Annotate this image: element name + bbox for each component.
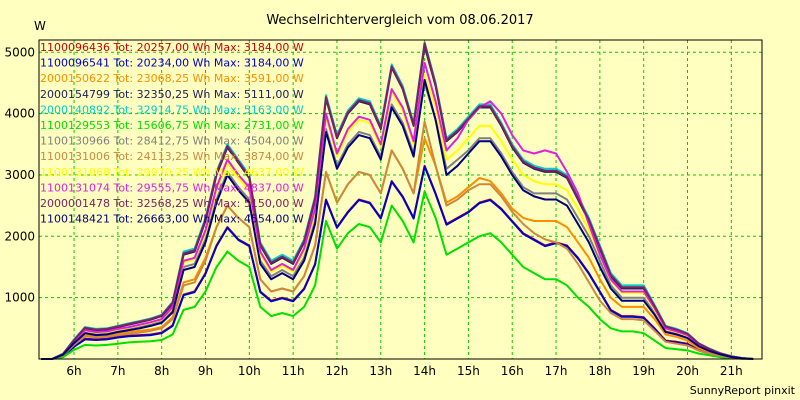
legend-entry-0: 1100096436 Tot: 20257,00 Wh Max: 3184,00… bbox=[40, 41, 304, 54]
x-tick-label: 20h bbox=[676, 364, 699, 378]
y-tick-label: 3000 bbox=[4, 168, 35, 182]
series-layer bbox=[41, 41, 754, 360]
y-tick-label: 5000 bbox=[4, 45, 35, 59]
x-tick-label: 10h bbox=[238, 364, 261, 378]
legend-entry-3: 2000154799 Tot: 32350,25 Wh Max: 5111,00… bbox=[40, 88, 304, 101]
x-tick-label: 13h bbox=[369, 364, 392, 378]
y-axis-unit: W bbox=[34, 19, 46, 33]
x-tick-label: 7h bbox=[110, 364, 125, 378]
series-line-10 bbox=[41, 42, 754, 360]
x-tick-label: 15h bbox=[457, 364, 480, 378]
x-tick-label: 8h bbox=[154, 364, 169, 378]
credit-label: SunnyReport pinxit bbox=[690, 384, 796, 397]
legend-entry-11: 1100148421 Tot: 26663,00 Wh Max: 4554,00… bbox=[40, 213, 304, 226]
chart-title: Wechselrichtervergleich vom 08.06.2017 bbox=[266, 13, 533, 28]
y-tick-label: 4000 bbox=[4, 107, 35, 121]
series-line-9 bbox=[41, 61, 754, 360]
legend-entry-5: 1100129553 Tot: 15606,75 Wh Max: 2731,00… bbox=[40, 119, 304, 132]
y-tick-label: 2000 bbox=[4, 229, 35, 243]
x-tick-label: 21h bbox=[720, 364, 743, 378]
legend-entry-2: 2000150622 Tot: 23068,25 Wh Max: 3591,00… bbox=[40, 72, 304, 85]
series-line-11 bbox=[41, 78, 754, 360]
x-tick-label: 11h bbox=[282, 364, 305, 378]
x-tick-label: 12h bbox=[326, 364, 349, 378]
series-line-7 bbox=[41, 120, 754, 360]
x-tick-label: 19h bbox=[632, 364, 655, 378]
x-tick-label: 6h bbox=[66, 364, 81, 378]
y-tick-label: 1000 bbox=[4, 291, 35, 305]
legend-entry-7: 1100131006 Tot: 24113,25 Wh Max: 3874,00… bbox=[40, 150, 304, 163]
grid bbox=[39, 40, 762, 359]
x-tick-label: 17h bbox=[545, 364, 568, 378]
legend: 1100096436 Tot: 20257,00 Wh Max: 3184,00… bbox=[40, 41, 304, 226]
legend-entry-6: 1100130966 Tot: 28412,75 Wh Max: 4504,00… bbox=[40, 135, 304, 148]
legend-entry-4: 2000140892 Tot: 32914,75 Wh Max: 5163,00… bbox=[40, 103, 304, 116]
x-tick-label: 18h bbox=[588, 364, 611, 378]
x-tick-label: 14h bbox=[413, 364, 436, 378]
legend-entry-10: 2000001478 Tot: 32568,25 Wh Max: 5150,00… bbox=[40, 197, 304, 210]
legend-entry-1: 1100096541 Tot: 20234,00 Wh Max: 3184,00… bbox=[40, 57, 304, 70]
x-tick-label: 9h bbox=[198, 364, 213, 378]
series-line-6 bbox=[41, 81, 754, 360]
plot-frame bbox=[38, 39, 763, 360]
series-line-5 bbox=[41, 190, 754, 360]
x-axis: 6h 7h 8h 9h 10h 11h 12h 13h 14h 15h 16h 17h 18h 19h 20… bbox=[66, 364, 742, 378]
series-line-1 bbox=[41, 165, 754, 360]
legend-entry-9: 1100131074 Tot: 29555,75 Wh Max: 4837,00… bbox=[40, 181, 304, 194]
legend-entry-8: 1100131068 Tot: 29970,25 Wh Max: 4637,00… bbox=[40, 166, 304, 179]
x-tick-label: 16h bbox=[501, 364, 524, 378]
y-axis: 1000 2000 3000 4000 5000 bbox=[4, 45, 35, 304]
